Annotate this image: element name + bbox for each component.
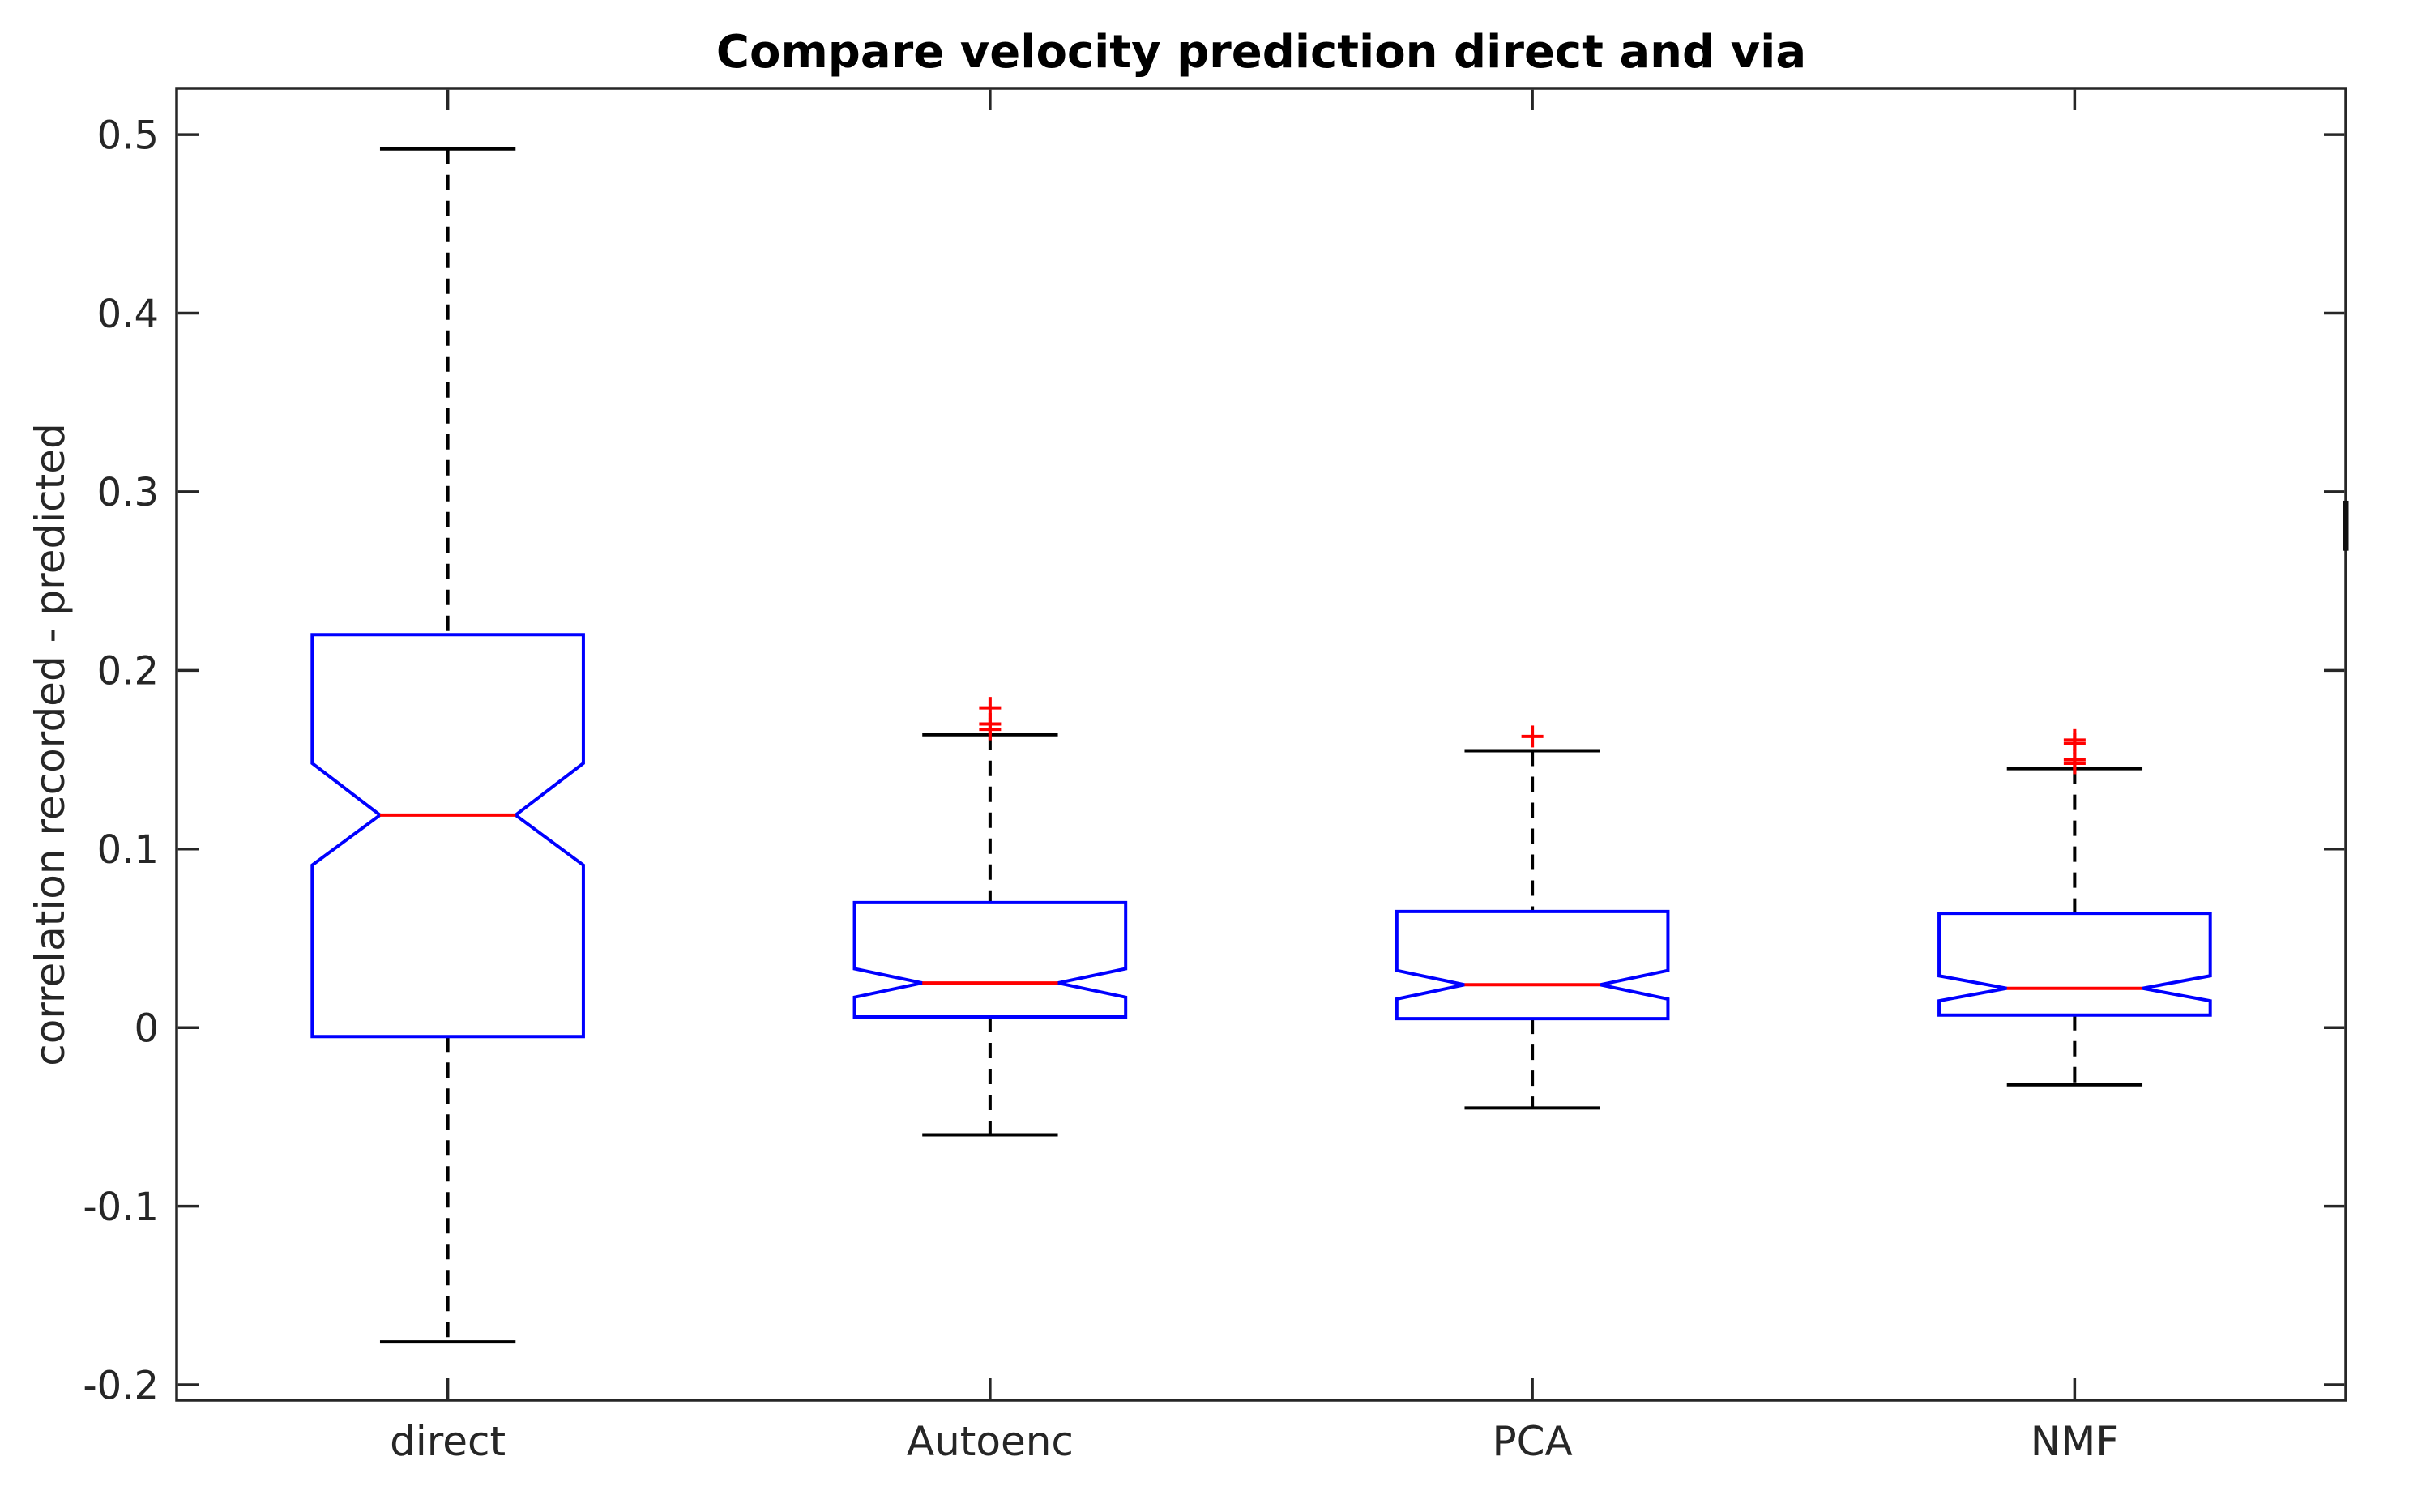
axis-artifact-mark [2343,500,2349,551]
box-direct [310,633,585,1039]
box-NMF [1937,912,2212,1017]
plot-frame [175,87,2347,1402]
y-tick-label: 0.1 [97,827,159,873]
y-tick-label: 0 [134,1006,159,1051]
y-tick-label: 0.5 [97,113,159,158]
y-tick-label: 0.4 [97,292,159,337]
y-tick-label: 0.2 [97,649,159,694]
box-Autoenc [852,900,1128,1019]
box-PCA [1395,909,1670,1021]
x-tick-label-NMF: NMF [2031,1418,2119,1465]
y-tick-label: -0.1 [83,1185,159,1230]
x-tick-label-direct: direct [390,1418,506,1465]
x-tick-label-Autoenc: Autoenc [907,1418,1074,1465]
chart-title: Compare velocity prediction direct and v… [715,26,1807,79]
y-tick-label: -0.2 [83,1363,159,1408]
x-tick-label-PCA: PCA [1492,1418,1572,1465]
y-tick-label: 0.3 [97,470,159,515]
